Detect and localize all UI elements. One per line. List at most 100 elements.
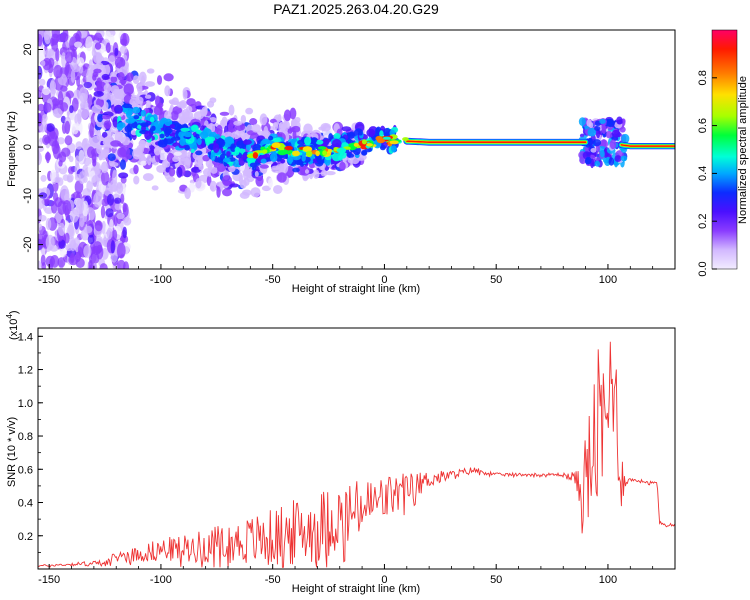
heatmap-cell	[620, 155, 628, 162]
heatmap-cell	[608, 157, 615, 166]
x-tick-label: 0	[381, 274, 387, 286]
heatmap-cell	[268, 135, 274, 141]
x-tick-label: -100	[150, 274, 172, 286]
heatmap-cell	[190, 148, 195, 154]
y-tick-label: 1.4	[18, 331, 33, 343]
heatmap-cell	[186, 98, 196, 107]
heatmap-cell	[260, 158, 267, 164]
y-tick-label: 1.2	[18, 365, 33, 377]
heatmap-cell	[45, 48, 55, 57]
snr-y-ticks: 0.2 0.4 0.6 0.8 1.0 1.2 1.4	[18, 331, 43, 553]
x-tick-label: -150	[38, 274, 60, 286]
heatmap-cell	[164, 118, 173, 127]
heatmap-cell	[58, 239, 66, 250]
heatmap-cell	[85, 36, 94, 52]
heatmap-cell	[224, 157, 230, 163]
heatmap-cell	[226, 151, 231, 156]
heatmap-cell	[93, 192, 103, 208]
heatmap-cell	[57, 222, 66, 236]
heatmap-cell	[64, 120, 71, 135]
heatmap-cell	[144, 130, 152, 140]
heatmap-cell	[191, 166, 202, 173]
heatmap-cell	[318, 126, 327, 131]
heatmap-cell	[114, 104, 123, 114]
x-tick-label: 100	[599, 574, 617, 586]
heatmap-cell	[125, 109, 132, 119]
heatmap-cell	[382, 136, 391, 140]
heatmap-cell	[120, 193, 125, 204]
x-tick-label: -100	[150, 574, 172, 586]
heatmap-cell	[172, 156, 180, 163]
heatmap-cell	[87, 234, 95, 245]
spectrogram-y-ticks: -20 -10 0 10 20	[22, 43, 43, 270]
spectrogram-x-axis-title: Height of straight line (km)	[292, 283, 420, 295]
heatmap-cell	[242, 139, 252, 145]
heatmap-cell	[195, 150, 203, 156]
snr-y-multiplier: (x104)	[5, 310, 20, 340]
heatmap-cell	[224, 143, 230, 148]
heatmap-cell	[101, 73, 110, 81]
spectrogram-blobs	[38, 30, 630, 269]
heatmap-cell	[279, 163, 285, 172]
heatmap-cell	[89, 122, 95, 138]
heatmap-cell	[118, 172, 129, 179]
heatmap-cell	[315, 150, 320, 157]
heatmap-cell	[292, 150, 300, 157]
heatmap-cell	[269, 152, 278, 163]
heatmap-cell	[361, 149, 368, 156]
snr-y-multiplier-base: (x10	[8, 319, 20, 340]
heatmap-cell	[60, 185, 69, 201]
heatmap-cell	[210, 185, 215, 191]
heatmap-cell	[95, 52, 103, 64]
heatmap-cell	[315, 139, 324, 145]
heatmap-cell	[291, 125, 301, 133]
heatmap-cell	[309, 137, 317, 144]
heatmap-cell	[286, 157, 294, 164]
heatmap-cell	[133, 164, 139, 175]
colorbar-tick-label: 0.2	[697, 214, 709, 229]
heatmap-cell	[202, 128, 212, 137]
heatmap-cell	[594, 160, 601, 167]
heatmap-cell	[601, 124, 606, 130]
heatmap-cell	[304, 169, 310, 174]
heatmap-cell	[151, 185, 159, 191]
heatmap-cell	[45, 234, 55, 251]
heatmap-cell	[594, 126, 601, 131]
heatmap-cell	[159, 133, 165, 139]
y-tick-label: 0.2	[18, 531, 33, 543]
heatmap-cell	[142, 173, 154, 182]
heatmap-cell	[78, 64, 84, 74]
heatmap-cell	[45, 151, 50, 164]
heatmap-cell	[110, 71, 119, 78]
y-tick-label: 0.6	[18, 464, 33, 476]
heatmap-cell	[101, 131, 108, 138]
heatmap-cell	[62, 199, 72, 216]
spectrogram-y-axis-title: Frequency (Hz)	[6, 111, 18, 187]
heatmap-cell	[74, 41, 83, 48]
heatmap-cell	[599, 149, 605, 158]
heatmap-cell	[212, 143, 220, 154]
heatmap-cell	[45, 255, 56, 268]
heatmap-cell	[107, 153, 116, 162]
x-tick-label: 100	[599, 274, 617, 286]
heatmap-cell	[132, 148, 143, 160]
y-tick-label: 10	[22, 92, 34, 104]
heatmap-cell	[173, 151, 182, 156]
snr-x-axis-title: Height of straight line (km)	[292, 583, 420, 595]
heatmap-cell	[585, 156, 592, 165]
heatmap-cell	[601, 139, 607, 149]
heatmap-cell	[169, 100, 180, 106]
heatmap-cell	[254, 150, 264, 154]
heatmap-cell	[366, 128, 376, 138]
heatmap-cell	[40, 174, 47, 182]
heatmap-cell	[144, 94, 152, 99]
heatmap-cell	[122, 202, 127, 213]
heatmap-cell	[38, 260, 42, 269]
heatmap-cell	[169, 124, 176, 129]
heatmap-cell	[328, 133, 333, 142]
heatmap-cell	[263, 125, 269, 137]
y-tick-label: -20	[22, 237, 34, 253]
heatmap-cell	[110, 252, 118, 263]
heatmap-cell	[164, 128, 173, 134]
heatmap-cell	[103, 145, 110, 157]
